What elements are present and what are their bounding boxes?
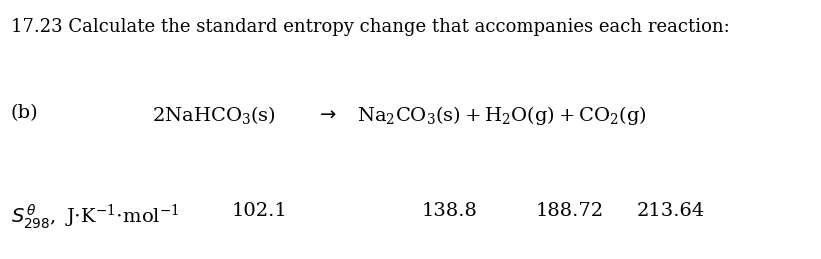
Text: 102.1: 102.1 bbox=[232, 202, 287, 220]
Text: 17.23 Calculate the standard entropy change that accompanies each reaction:: 17.23 Calculate the standard entropy cha… bbox=[11, 18, 729, 36]
Text: 138.8: 138.8 bbox=[421, 202, 477, 220]
Text: $\mathregular{Na_2CO_3(s) + H_2O(g) + CO_2(g)}$: $\mathregular{Na_2CO_3(s) + H_2O(g) + CO… bbox=[357, 104, 647, 127]
Text: $\mathregular{2NaHCO_3(s)}$: $\mathregular{2NaHCO_3(s)}$ bbox=[152, 104, 276, 126]
Text: (b): (b) bbox=[11, 104, 39, 121]
Text: 213.64: 213.64 bbox=[636, 202, 704, 220]
Text: $\rightarrow$: $\rightarrow$ bbox=[316, 104, 337, 123]
Text: 188.72: 188.72 bbox=[535, 202, 603, 220]
Text: $S_{298}^{\,\theta}$$\mathregular{,\ J{\cdot}K^{-1}{\cdot}mol^{-1}}$: $S_{298}^{\,\theta}$$\mathregular{,\ J{\… bbox=[11, 202, 179, 231]
